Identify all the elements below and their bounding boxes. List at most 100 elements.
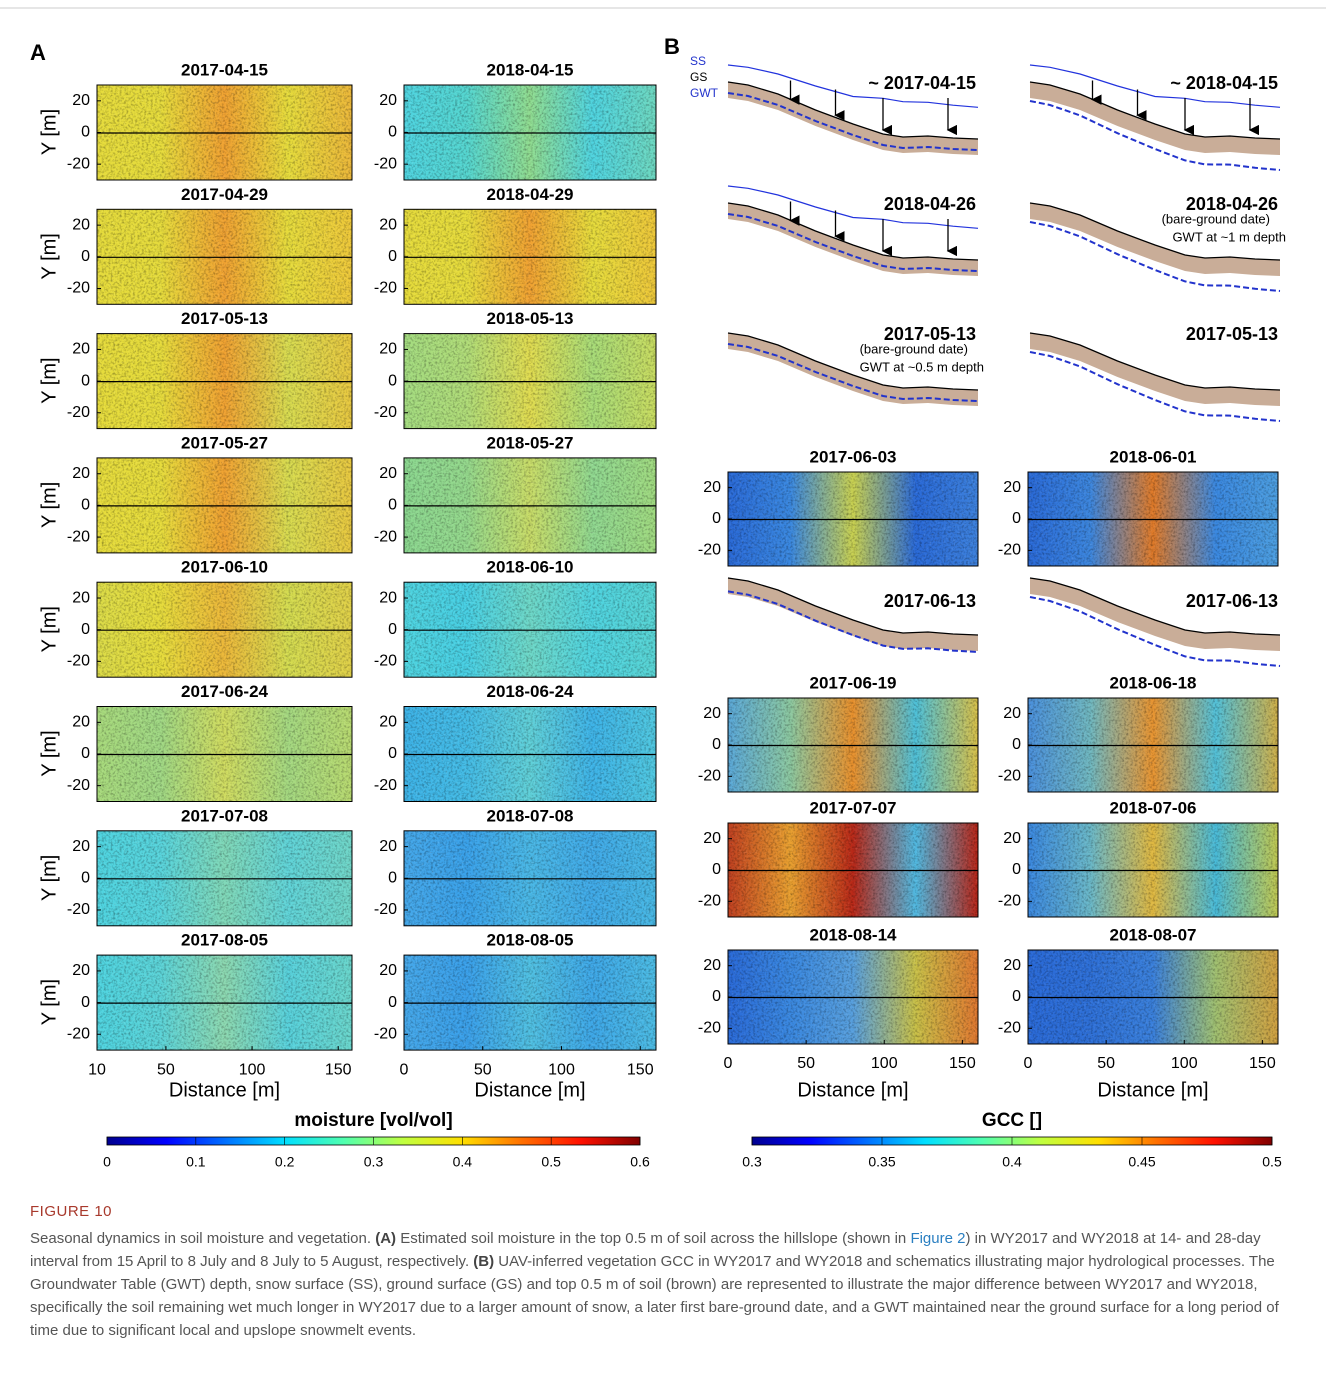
- x-axis-label: Distance [m]: [474, 1079, 585, 1101]
- y-tick-label: 0: [81, 497, 90, 514]
- figure-label: FIGURE 10: [30, 1203, 113, 1220]
- y-tick-label: 20: [379, 589, 397, 606]
- panel-label: B: [664, 34, 680, 59]
- soil-layer: [728, 203, 978, 276]
- groundwater-table: [727, 92, 979, 151]
- caption-text: Seasonal dynamics in soil moisture and v…: [30, 1230, 376, 1247]
- figure: A B 2017-04-15 20 0 -20 Y [m] 2018-04-15 20 0 -2…: [0, 7, 1326, 1170]
- groundwater-table: [1029, 100, 1281, 171]
- y-tick-label: 0: [388, 621, 397, 638]
- x-tick-label: 150: [1249, 1055, 1276, 1072]
- ground-surface: [1029, 202, 1281, 261]
- y-tick-label: -20: [998, 1020, 1021, 1037]
- y-tick-label: -20: [374, 280, 397, 297]
- x-tick-label: 150: [949, 1055, 976, 1072]
- y-axis-label: Y [m]: [38, 482, 60, 528]
- map-title: 2017-06-24: [181, 682, 269, 701]
- y-tick-label: 20: [1003, 957, 1021, 974]
- y-tick-label: 20: [72, 714, 90, 731]
- y-tick-label: -20: [698, 768, 721, 785]
- ground-surface: [727, 332, 979, 391]
- y-tick-label: 0: [388, 497, 397, 514]
- caption-text: Estimated soil moisture in the top 0.5 m…: [396, 1230, 911, 1247]
- y-tick-label: -20: [374, 901, 397, 918]
- y-tick-label: -20: [67, 280, 90, 297]
- groundwater-table: [727, 213, 979, 272]
- y-tick-label: -20: [374, 528, 397, 545]
- y-tick-label: 20: [72, 341, 90, 358]
- y-tick-label: -20: [374, 777, 397, 794]
- ground-surface: [1029, 81, 1281, 140]
- ground-surface: [727, 81, 979, 140]
- y-tick-label: 0: [712, 510, 721, 527]
- y-tick-label: 20: [379, 465, 397, 482]
- schematic-title: 2017-06-13: [884, 591, 976, 611]
- y-tick-label: 20: [72, 589, 90, 606]
- figure-link[interactable]: Figure 2: [910, 1230, 966, 1247]
- schematic-note: GWT at ~1 m depth: [1172, 229, 1286, 244]
- y-tick-label: 0: [388, 994, 397, 1011]
- colorbar-tick-label: 0.35: [868, 1154, 895, 1170]
- y-tick-label: 20: [379, 92, 397, 109]
- schematic-title: ~ 2018-04-15: [1170, 73, 1278, 93]
- y-tick-label: 0: [1012, 861, 1021, 878]
- map-title: 2018-04-29: [487, 185, 574, 204]
- x-axis-label: Distance [m]: [797, 1079, 908, 1101]
- ground-surface: [727, 202, 979, 261]
- caption-text: (A): [375, 1230, 397, 1247]
- y-tick-label: 0: [81, 870, 90, 887]
- map-title: 2017-06-03: [810, 447, 897, 466]
- y-tick-label: -20: [698, 1020, 721, 1037]
- map-title: 2018-06-18: [1110, 673, 1197, 692]
- y-tick-label: -20: [374, 1025, 397, 1042]
- x-tick-label: 0: [1024, 1055, 1033, 1072]
- colorbar-tick-label: 0.4: [1002, 1154, 1022, 1170]
- y-tick-label: 0: [81, 994, 90, 1011]
- ground-surface: [727, 577, 979, 636]
- colorbar-tick-label: 0.45: [1128, 1154, 1155, 1170]
- schematic-title: 2017-06-13: [1186, 591, 1278, 611]
- groundwater-table: [1029, 596, 1281, 667]
- y-tick-label: 20: [703, 479, 721, 496]
- y-tick-label: -20: [374, 404, 397, 421]
- soil-layer: [1030, 333, 1280, 406]
- map-title: 2018-08-14: [810, 925, 898, 944]
- soil-layer: [728, 578, 978, 651]
- map-title: 2018-06-24: [487, 682, 575, 701]
- x-axis-label: Distance [m]: [169, 1079, 280, 1101]
- y-tick-label: -20: [698, 542, 721, 559]
- ground-surface: [1029, 332, 1281, 391]
- x-tick-label: 50: [1097, 1055, 1115, 1072]
- snow-surface: [727, 64, 979, 108]
- y-tick-label: 20: [72, 216, 90, 233]
- y-tick-label: 20: [379, 216, 397, 233]
- groundwater-table: [727, 590, 979, 653]
- y-tick-label: -20: [67, 155, 90, 172]
- x-tick-label: 150: [627, 1061, 654, 1078]
- colorbar-tick-label: 0.4: [453, 1154, 473, 1170]
- y-tick-label: 0: [388, 372, 397, 389]
- x-tick-label: 150: [325, 1061, 352, 1078]
- map-title: 2018-04-15: [487, 60, 574, 79]
- map-title: 2017-08-05: [181, 931, 268, 950]
- x-tick-label: 100: [239, 1061, 266, 1078]
- colorbar-tick-label: 0.3: [364, 1154, 384, 1170]
- schematic-title: 2017-05-13: [1186, 324, 1278, 344]
- y-tick-label: 20: [1003, 830, 1021, 847]
- colorbar-tick-label: 0.2: [275, 1154, 295, 1170]
- colorbar-tick-label: 0.5: [541, 1154, 561, 1170]
- y-tick-label: 20: [703, 830, 721, 847]
- y-tick-label: 0: [1012, 736, 1021, 753]
- map-title: 2017-05-27: [181, 433, 268, 452]
- caption: FIGURE 10 Seasonal dynamics in soil mois…: [30, 1200, 1305, 1342]
- colorbar-tick-label: 0: [103, 1154, 111, 1170]
- x-tick-label: 100: [871, 1055, 898, 1072]
- y-axis-label: Y [m]: [38, 357, 60, 403]
- y-tick-label: 20: [379, 962, 397, 979]
- schematic-legend: GS: [690, 70, 707, 84]
- y-axis-label: Y [m]: [38, 109, 60, 155]
- schematic-note: GWT at ~0.5 m depth: [860, 359, 984, 374]
- y-tick-label: 0: [712, 736, 721, 753]
- y-tick-label: 0: [388, 248, 397, 265]
- map-title: 2017-07-07: [810, 798, 897, 817]
